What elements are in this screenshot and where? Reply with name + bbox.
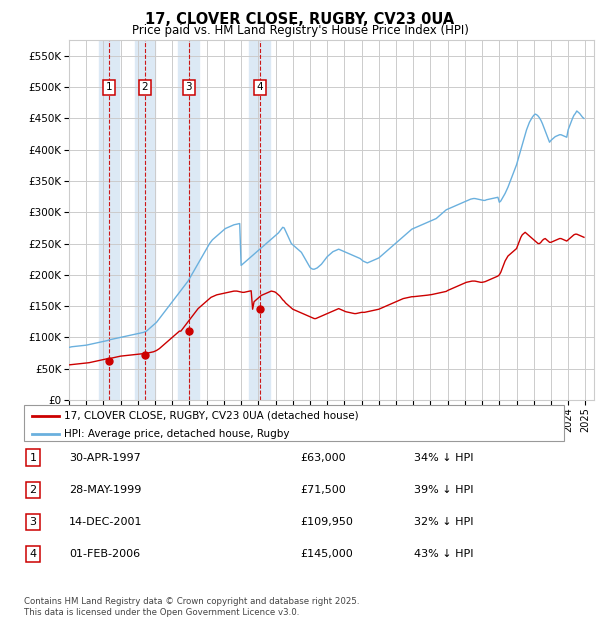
Text: 1: 1 [106, 82, 112, 92]
Text: 17, CLOVER CLOSE, RUGBY, CV23 0UA: 17, CLOVER CLOSE, RUGBY, CV23 0UA [145, 12, 455, 27]
Text: 2: 2 [142, 82, 148, 92]
Text: 39% ↓ HPI: 39% ↓ HPI [414, 485, 473, 495]
Text: 34% ↓ HPI: 34% ↓ HPI [414, 453, 473, 463]
Text: Price paid vs. HM Land Registry's House Price Index (HPI): Price paid vs. HM Land Registry's House … [131, 24, 469, 37]
Text: 3: 3 [185, 82, 192, 92]
Bar [178, 40, 199, 400]
Text: HPI: Average price, detached house, Rugby: HPI: Average price, detached house, Rugb… [65, 428, 290, 438]
Text: 4: 4 [256, 82, 263, 92]
Bar [250, 40, 270, 400]
Text: 14-DEC-2001: 14-DEC-2001 [69, 517, 143, 527]
Bar [99, 40, 119, 400]
Text: Contains HM Land Registry data © Crown copyright and database right 2025.
This d: Contains HM Land Registry data © Crown c… [24, 598, 359, 617]
Text: £71,500: £71,500 [300, 485, 346, 495]
Text: 3: 3 [29, 517, 37, 527]
Text: 17, CLOVER CLOSE, RUGBY, CV23 0UA (detached house): 17, CLOVER CLOSE, RUGBY, CV23 0UA (detac… [65, 410, 359, 420]
Bar [134, 40, 155, 400]
Text: 01-FEB-2006: 01-FEB-2006 [69, 549, 140, 559]
Text: £145,000: £145,000 [300, 549, 353, 559]
Text: £63,000: £63,000 [300, 453, 346, 463]
Text: 43% ↓ HPI: 43% ↓ HPI [414, 549, 473, 559]
Text: 28-MAY-1999: 28-MAY-1999 [69, 485, 142, 495]
Text: 32% ↓ HPI: 32% ↓ HPI [414, 517, 473, 527]
Text: 2: 2 [29, 485, 37, 495]
Text: 4: 4 [29, 549, 37, 559]
FancyBboxPatch shape [24, 405, 564, 441]
Text: 1: 1 [29, 453, 37, 463]
Text: 30-APR-1997: 30-APR-1997 [69, 453, 141, 463]
Text: £109,950: £109,950 [300, 517, 353, 527]
